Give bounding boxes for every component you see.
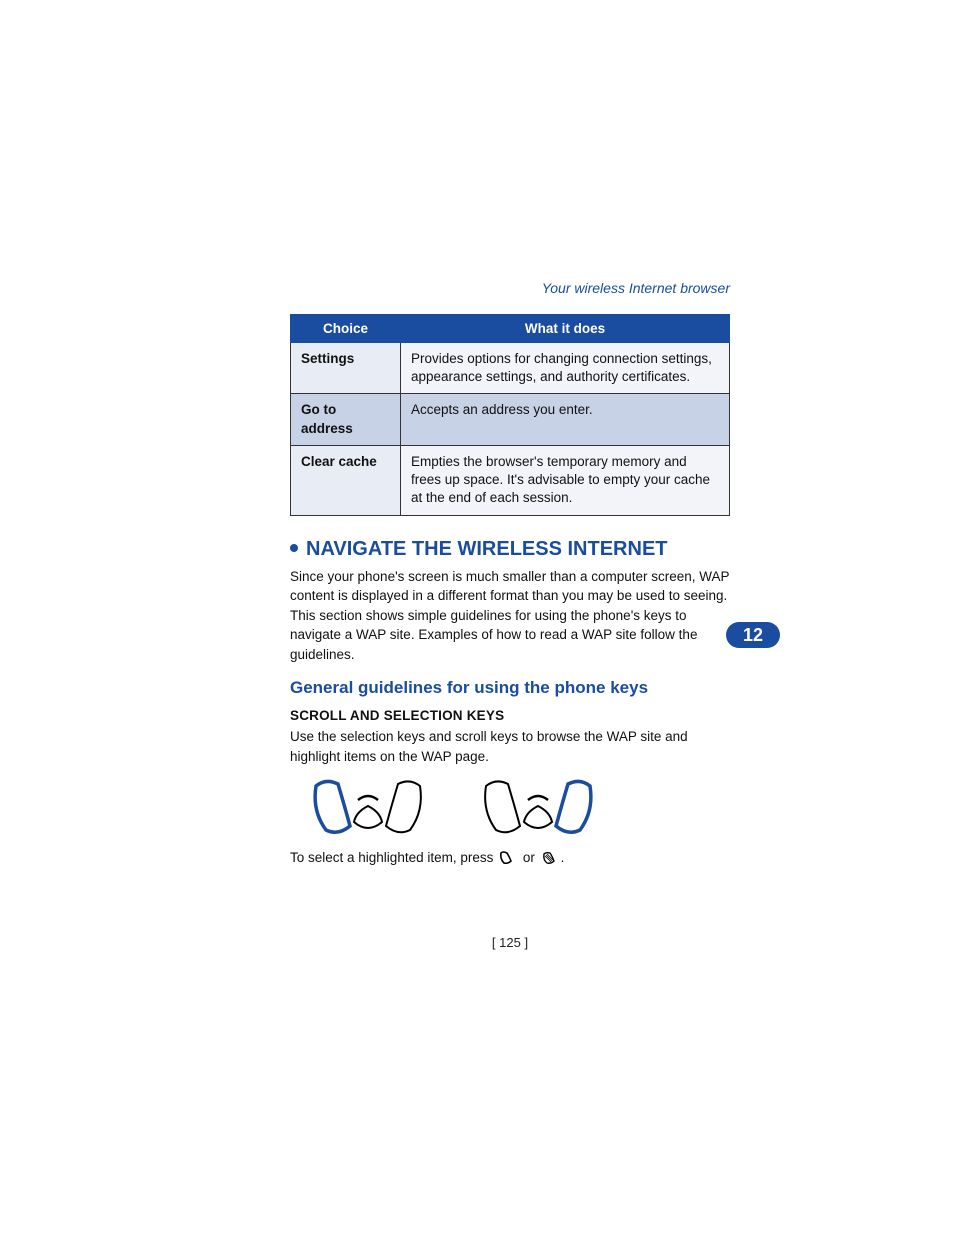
- running-header: Your wireless Internet browser: [290, 280, 730, 296]
- subsection-heading: General guidelines for using the phone k…: [290, 678, 730, 698]
- section-heading: NAVIGATE THE WIRELESS INTERNET: [290, 538, 730, 561]
- table-row: Go to address Accepts an address you ent…: [291, 394, 730, 445]
- send-key-icon: [541, 851, 559, 865]
- sub2-body: Use the selection keys and scroll keys t…: [290, 727, 730, 766]
- table-cell-choice: Go to address: [291, 394, 401, 445]
- table-cell-choice: Settings: [291, 343, 401, 394]
- left-softkey-icon: [499, 851, 517, 865]
- page-content: Your wireless Internet browser Choice Wh…: [290, 280, 730, 868]
- bullet-icon: [290, 544, 298, 552]
- select-line-end: .: [561, 850, 565, 865]
- phone-keys-illustration: [300, 774, 730, 843]
- table-header-desc: What it does: [401, 315, 730, 343]
- selection-keys-icon: [300, 774, 620, 838]
- section-title-text: NAVIGATE THE WIRELESS INTERNET: [306, 538, 668, 560]
- select-line-part1: To select a highlighted item, press: [290, 850, 497, 865]
- page-number: [ 125 ]: [290, 935, 730, 950]
- options-table: Choice What it does Settings Provides op…: [290, 314, 730, 516]
- section-intro: Since your phone's screen is much smalle…: [290, 567, 730, 665]
- table-cell-choice: Clear cache: [291, 445, 401, 515]
- table-header-choice: Choice: [291, 315, 401, 343]
- table-row: Settings Provides options for changing c…: [291, 343, 730, 394]
- table-row: Clear cache Empties the browser's tempor…: [291, 445, 730, 515]
- sub2-heading: SCROLL AND SELECTION KEYS: [290, 708, 730, 723]
- chapter-badge: 12: [726, 622, 780, 648]
- select-line-or: or: [523, 850, 539, 865]
- table-cell-desc: Empties the browser's temporary memory a…: [401, 445, 730, 515]
- select-instruction: To select a highlighted item, press or .: [290, 849, 730, 868]
- table-cell-desc: Provides options for changing connection…: [401, 343, 730, 394]
- table-cell-desc: Accepts an address you enter.: [401, 394, 730, 445]
